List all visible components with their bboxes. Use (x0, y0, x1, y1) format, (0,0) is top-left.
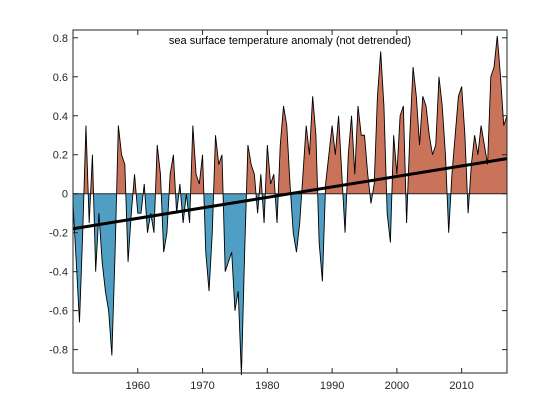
positive-anomaly-area-34 (346, 106, 370, 194)
x-tick-label-2010: 2010 (449, 380, 473, 392)
negative-anomaly-area-16 (180, 193, 187, 223)
positive-anomaly-area-26 (265, 144, 276, 194)
positive-anomaly-area-44 (469, 35, 507, 194)
x-tick-label-1980: 1980 (255, 380, 279, 392)
y-tick-label-0.8: 0.8 (53, 33, 68, 45)
positive-anomaly-area-28 (278, 106, 291, 194)
trend-line (72, 157, 508, 231)
y-tick-label-0.2: 0.2 (53, 150, 68, 162)
negative-anomaly-area-29 (290, 193, 302, 253)
x-tick-label-2000: 2000 (385, 380, 409, 392)
chart-title: sea surface temperature anomaly (not det… (169, 35, 411, 47)
positive-anomaly-area-38 (391, 106, 406, 194)
y-tick-label-0: 0 (62, 189, 68, 201)
positive-anomaly-area-30 (301, 96, 318, 194)
negative-anomaly-area-4 (93, 193, 117, 356)
negative-anomaly-area-31 (317, 193, 326, 282)
positive-anomaly-area-1 (83, 125, 89, 194)
y-axis: -0.8 -0.6 -0.4 -0.2 0 0.2 0.4 0.6 0.8 (49, 33, 507, 357)
y-tick-label--0.4: -0.4 (49, 267, 68, 279)
positive-anomaly-area-5 (116, 125, 126, 194)
negative-anomaly-area-19 (203, 193, 214, 292)
negative-anomaly-area-0 (73, 193, 84, 323)
axes-frame (72, 29, 508, 374)
positive-anomaly-area-36 (372, 51, 387, 194)
anomaly-series-line (72, 35, 508, 375)
x-axis: 1960 1970 1980 1990 2000 2010 (126, 30, 474, 392)
positive-anomaly-area-22 (246, 144, 256, 194)
positive-anomaly-area-13 (169, 154, 176, 194)
x-tick-label-1960: 1960 (126, 380, 150, 392)
x-tick-label-1990: 1990 (320, 380, 344, 392)
positive-anomaly-area-40 (407, 67, 448, 194)
y-tick-label--0.6: -0.6 (49, 306, 68, 318)
y-tick-label--0.8: -0.8 (49, 345, 68, 357)
x-tick-label-1970: 1970 (190, 380, 214, 392)
y-tick-label-0.6: 0.6 (53, 72, 68, 84)
y-tick-label-0.4: 0.4 (53, 111, 68, 123)
y-tick-label--0.2: -0.2 (49, 228, 68, 240)
negative-anomaly-area-21 (223, 193, 247, 375)
positive-anomaly-area-32 (325, 115, 343, 194)
